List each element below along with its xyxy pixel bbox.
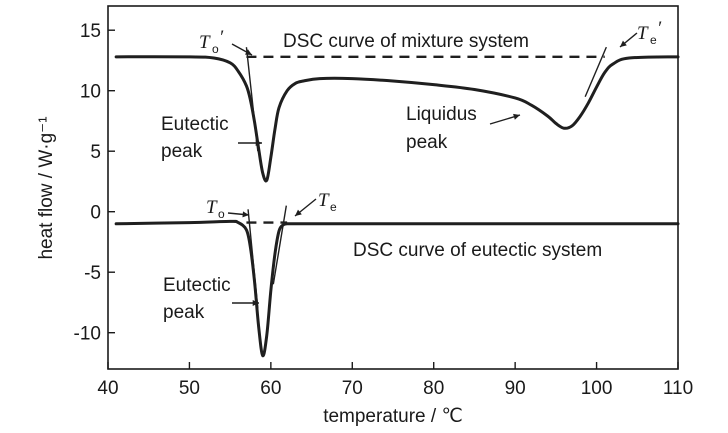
arrow-liquidus-peak — [489, 113, 521, 125]
overlays — [227, 32, 638, 309]
svg-text:e: e — [650, 33, 657, 47]
plot-frame — [107, 5, 679, 370]
x-tick-label: 100 — [581, 378, 613, 399]
y-tick-label: 10 — [80, 82, 101, 103]
x-tick-label: 110 — [663, 378, 693, 399]
te-label: T e — [318, 190, 337, 214]
y-tick-label: -10 — [74, 324, 101, 345]
svg-text:′: ′ — [219, 27, 224, 48]
svg-text:T: T — [318, 190, 330, 211]
svg-text:′: ′ — [657, 18, 662, 39]
to-label: T o — [206, 197, 225, 221]
eutectic-peak-upper-line1: Eutectic — [161, 114, 229, 135]
arrow-eutectic-peak-lower — [232, 299, 259, 307]
svg-text:o: o — [218, 207, 225, 221]
liquidus-peak-line1: Liquidus — [406, 104, 477, 125]
x-tick-label: 70 — [342, 378, 363, 399]
liquidus-peak-line2: peak — [406, 132, 448, 153]
eutectic-peak-lower-line2: peak — [163, 302, 205, 323]
arrow-eutectic-peak-upper — [238, 139, 262, 147]
to-prime-label: T o ′ — [199, 27, 224, 56]
arrow-te — [294, 198, 317, 217]
svg-text:T: T — [206, 197, 218, 218]
curves — [114, 55, 680, 358]
mixture-curve — [114, 55, 680, 183]
svg-text:o: o — [212, 42, 219, 56]
tangent-te-prime — [584, 46, 607, 98]
svg-text:T: T — [199, 32, 211, 53]
svg-text:T: T — [637, 23, 649, 44]
eutectic-peak-upper-line2: peak — [161, 141, 203, 162]
plot-area — [108, 6, 678, 369]
arrow-to — [227, 211, 250, 218]
te-prime-label: T e ′ — [637, 18, 662, 47]
tangent-to — [247, 209, 259, 309]
x-axis-title: temperature / ℃ — [323, 406, 463, 427]
y-axis-title: heat flow / W·g⁻¹ — [36, 116, 57, 259]
y-tick-label: 15 — [80, 21, 101, 42]
x-tick-label: 40 — [97, 378, 118, 399]
mixture-curve-label: DSC curve of mixture system — [283, 31, 529, 52]
eutectic-peak-lower-line1: Eutectic — [163, 275, 231, 296]
eutectic-curve-label: DSC curve of eutectic system — [353, 240, 602, 261]
y-tick-label: -5 — [84, 263, 101, 284]
x-tick-label: 50 — [179, 378, 200, 399]
arrow-te-prime — [619, 32, 638, 48]
axis-ticks — [107, 29, 679, 369]
x-tick-label: 60 — [260, 378, 281, 399]
tangent-te — [272, 205, 288, 285]
y-tick-label: 5 — [90, 142, 101, 163]
x-tick-label: 80 — [423, 378, 444, 399]
arrow-to-prime — [231, 43, 253, 56]
y-tick-label: 0 — [90, 203, 101, 224]
svg-text:e: e — [330, 200, 337, 214]
eutectic-curve — [114, 219, 680, 358]
tangent-to-prime — [245, 47, 259, 152]
x-tick-label: 90 — [505, 378, 526, 399]
